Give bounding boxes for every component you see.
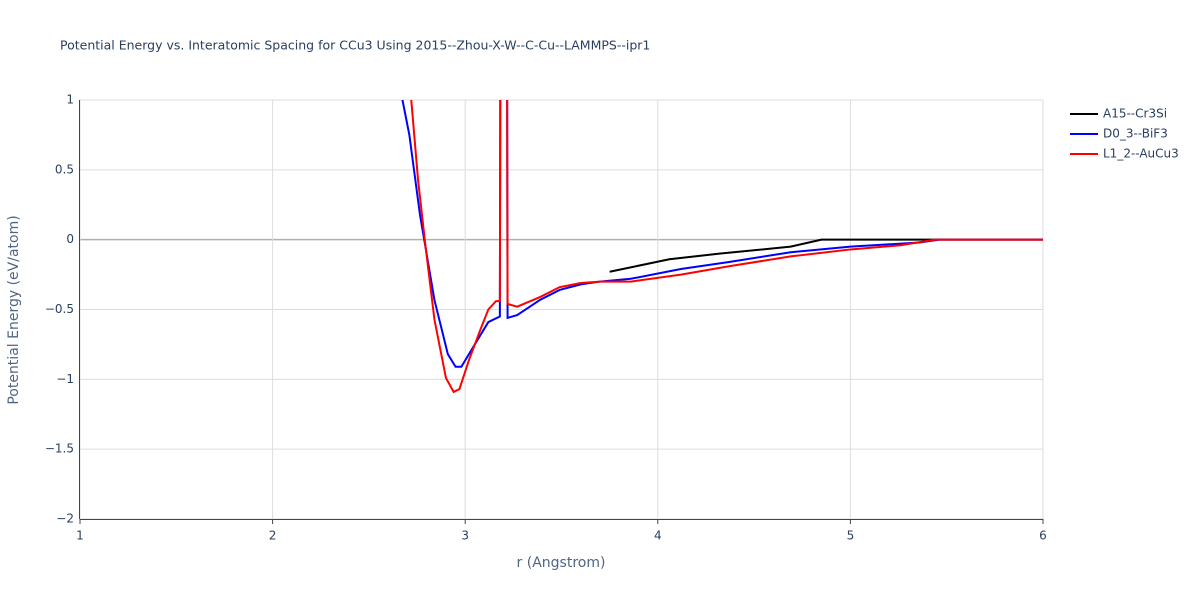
- y-tick-label: −1.5: [45, 442, 74, 456]
- x-tick-label: 5: [847, 529, 855, 543]
- x-tick-label: 1: [76, 529, 84, 543]
- series-line: [609, 238, 1043, 273]
- x-tick-label: 2: [269, 529, 277, 543]
- y-tick-label: 0: [66, 232, 74, 246]
- x-tick-label: 4: [654, 529, 662, 543]
- x-tick-label: 6: [1039, 529, 1047, 543]
- y-tick-label: −2: [56, 512, 74, 526]
- y-tick-label: −1: [56, 372, 74, 386]
- y-tick-label: −0.5: [45, 302, 74, 316]
- x-tick-label: 3: [461, 529, 469, 543]
- y-axis-title: Potential Energy (eV/atom): [6, 215, 22, 404]
- legend-label: L1_2--AuCu3: [1103, 147, 1179, 161]
- legend-label: A15--Cr3Si: [1103, 107, 1167, 121]
- y-tick-label: 1: [66, 93, 74, 107]
- series-line: [401, 100, 1043, 368]
- chart-title: Potential Energy vs. Interatomic Spacing…: [60, 38, 650, 53]
- series-line: [410, 100, 1043, 394]
- x-axis-title: r (Angstrom): [517, 555, 606, 571]
- y-tick-label: 0.5: [55, 162, 74, 176]
- legend-label: D0_3--BiF3: [1103, 127, 1168, 141]
